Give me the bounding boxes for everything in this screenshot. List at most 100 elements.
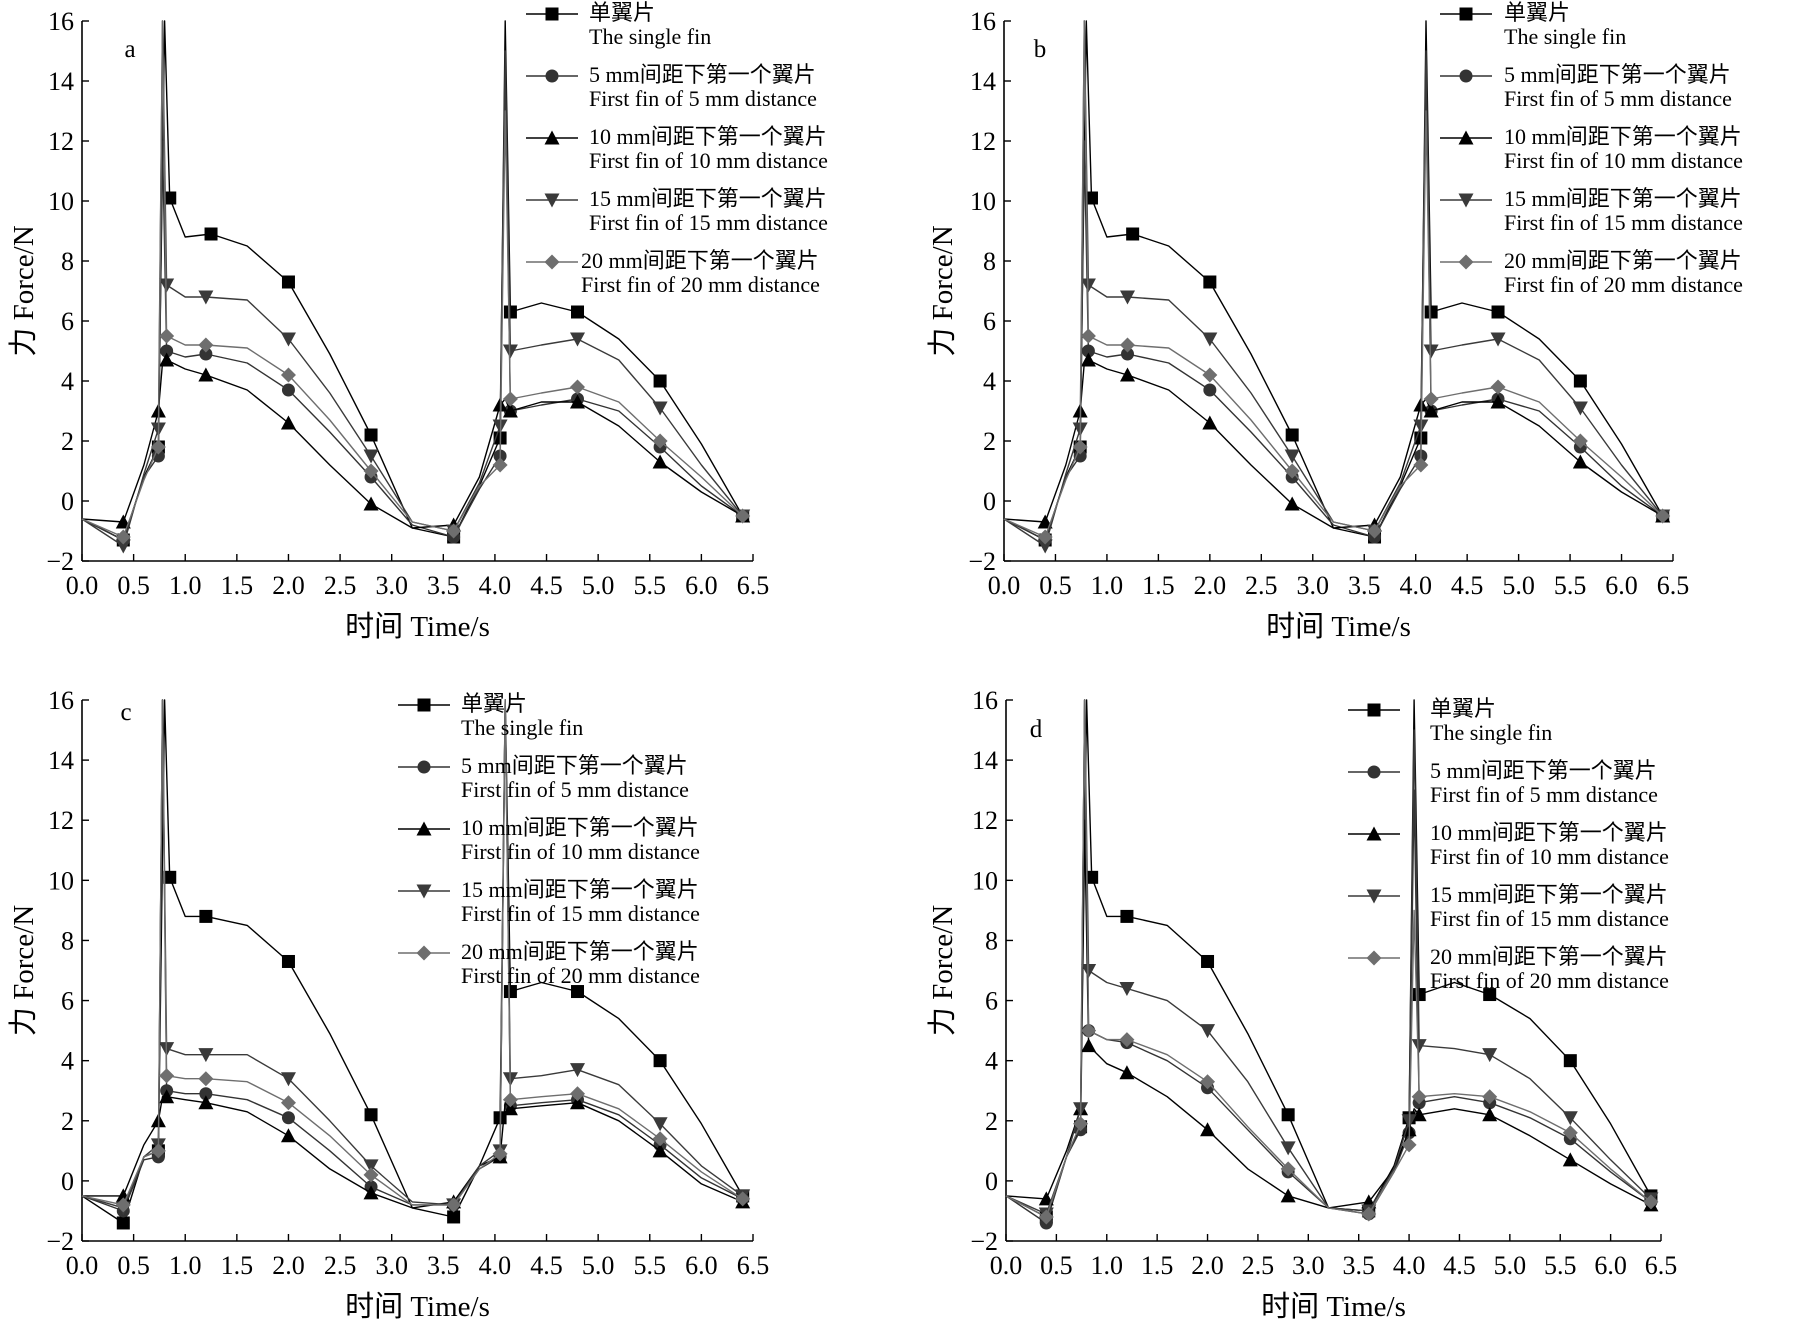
panel-b: 0.0 0.5 1.0 1.5 2.0 2.5 3.0 3.5 4.0 4.5 5.0 5.5 6.0 6… bbox=[926, 0, 1743, 643]
data-point-d10 bbox=[1081, 1038, 1097, 1053]
y-tick-label: 10 bbox=[972, 866, 998, 895]
x-tick-label: 6.0 bbox=[1594, 1251, 1627, 1280]
data-point-d10 bbox=[363, 496, 379, 511]
x-tick-label: 0.5 bbox=[117, 571, 150, 600]
legend-marker-d15 bbox=[1458, 193, 1474, 208]
data-point-d10 bbox=[570, 394, 586, 409]
data-point-d15 bbox=[1482, 1048, 1498, 1063]
x-tick-label: 4.5 bbox=[530, 1251, 563, 1280]
x-tick-label: 5.5 bbox=[1544, 1251, 1577, 1280]
data-point-d20 bbox=[1081, 1023, 1097, 1039]
data-point-d15 bbox=[1284, 449, 1300, 464]
data-point-d20 bbox=[1413, 457, 1429, 473]
y-tick-label: 6 bbox=[61, 987, 74, 1016]
y-tick-label: 8 bbox=[985, 926, 998, 955]
data-point-d5 bbox=[1073, 449, 1087, 463]
data-point-d20 bbox=[363, 463, 379, 479]
series-line-d10 bbox=[1005, 819, 1652, 1209]
data-point-d20 bbox=[280, 367, 296, 383]
x-tick-label: 3.5 bbox=[1342, 1251, 1375, 1280]
y-tick-label: 8 bbox=[983, 247, 996, 276]
legend-label-zh-d20: 20 mm间距下第一个翼片 bbox=[1430, 944, 1668, 969]
legend-label-en-d5: First fin of 5 mm distance bbox=[1504, 86, 1732, 111]
data-point-d5 bbox=[160, 344, 174, 358]
data-point-single bbox=[364, 1108, 378, 1122]
data-point-d10 bbox=[1200, 1122, 1216, 1137]
data-point-d20 bbox=[1655, 508, 1671, 524]
data-point-d20 bbox=[502, 391, 518, 407]
data-point-d10 bbox=[1120, 367, 1136, 382]
x-tick-label: 6.5 bbox=[1645, 1251, 1678, 1280]
data-point-single bbox=[1201, 954, 1215, 968]
data-point-d20 bbox=[150, 1143, 166, 1159]
y-tick-label: 8 bbox=[61, 247, 74, 276]
legend-label-en-d10: First fin of 10 mm distance bbox=[1504, 148, 1743, 173]
data-point-single bbox=[503, 985, 517, 999]
x-tick-label: 0.0 bbox=[66, 571, 99, 600]
legend-marker-d20 bbox=[544, 254, 560, 270]
legend-marker-single bbox=[1367, 703, 1381, 717]
data-point-d10 bbox=[159, 352, 175, 367]
data-point-d15 bbox=[1280, 1141, 1296, 1156]
x-tick-label: 3.0 bbox=[375, 1251, 408, 1280]
data-point-d20 bbox=[1038, 1209, 1054, 1225]
series-line-d5 bbox=[81, 65, 744, 541]
data-point-d10 bbox=[280, 415, 296, 430]
data-point-d5 bbox=[1081, 344, 1095, 358]
data-point-d20 bbox=[1643, 1194, 1659, 1210]
data-point-single bbox=[163, 870, 177, 884]
legend-label-zh-d10: 10 mm间距下第一个翼片 bbox=[589, 124, 827, 149]
data-point-single bbox=[1483, 988, 1497, 1002]
x-tick-label: 3.5 bbox=[427, 1251, 460, 1280]
y-tick-label: 16 bbox=[48, 686, 74, 715]
y-tick-label: 2 bbox=[61, 427, 74, 456]
legend-label-en-d15: First fin of 15 mm distance bbox=[461, 901, 700, 926]
y-tick-label: 10 bbox=[48, 187, 74, 216]
data-point-d5 bbox=[281, 383, 295, 397]
data-point-d20 bbox=[1361, 1206, 1377, 1222]
data-point-d10 bbox=[1562, 1152, 1578, 1167]
x-tick-label: 2.0 bbox=[272, 1251, 305, 1280]
y-tick-label: 6 bbox=[985, 987, 998, 1016]
data-point-d10 bbox=[159, 1089, 175, 1104]
x-tick-label: 6.5 bbox=[1657, 571, 1690, 600]
legend-label-en-d15: First fin of 15 mm distance bbox=[589, 210, 828, 235]
legend-label-zh-d15: 15 mm间距下第一个翼片 bbox=[461, 877, 699, 902]
y-tick-label: 4 bbox=[983, 367, 996, 396]
x-tick-label: 2.5 bbox=[1245, 571, 1278, 600]
x-tick-label: 5.0 bbox=[582, 571, 615, 600]
series-d10 bbox=[81, 352, 751, 532]
data-point-single bbox=[653, 1054, 667, 1068]
series-d10 bbox=[82, 1089, 751, 1209]
x-tick-label: 4.5 bbox=[530, 571, 563, 600]
x-tick-label: 2.5 bbox=[1242, 1251, 1275, 1280]
data-point-single bbox=[1085, 870, 1099, 884]
data-point-single bbox=[1573, 374, 1587, 388]
legend-marker-d5 bbox=[1459, 69, 1473, 83]
x-tick-label: 3.0 bbox=[1297, 571, 1330, 600]
data-point-single bbox=[447, 1210, 461, 1224]
legend-marker-single bbox=[1459, 7, 1473, 21]
y-tick-label: 6 bbox=[61, 307, 74, 336]
y-tick-label: 8 bbox=[61, 926, 74, 955]
y-tick-label: 12 bbox=[48, 806, 74, 835]
x-tick-label: 2.5 bbox=[324, 571, 357, 600]
legend-label-en-d10: First fin of 10 mm distance bbox=[1430, 844, 1669, 869]
y-tick-label: −2 bbox=[970, 1227, 998, 1256]
legend-label-en-single: The single fin bbox=[461, 715, 583, 740]
legend-label-zh-d5: 5 mm间距下第一个翼片 bbox=[1504, 62, 1731, 87]
x-tick-label: 0.5 bbox=[1040, 1251, 1073, 1280]
legend-label-en-single: The single fin bbox=[1430, 720, 1552, 745]
data-point-d15 bbox=[363, 449, 379, 464]
data-point-single bbox=[1285, 428, 1299, 442]
x-tick-label: 6.0 bbox=[1605, 571, 1638, 600]
legend-marker-d15 bbox=[416, 884, 432, 899]
data-point-d15 bbox=[502, 344, 518, 359]
data-point-d10 bbox=[652, 1143, 668, 1158]
x-tick-label: 0.5 bbox=[1039, 571, 1072, 600]
data-point-single bbox=[1491, 305, 1505, 319]
series-line-d20 bbox=[81, 20, 744, 538]
